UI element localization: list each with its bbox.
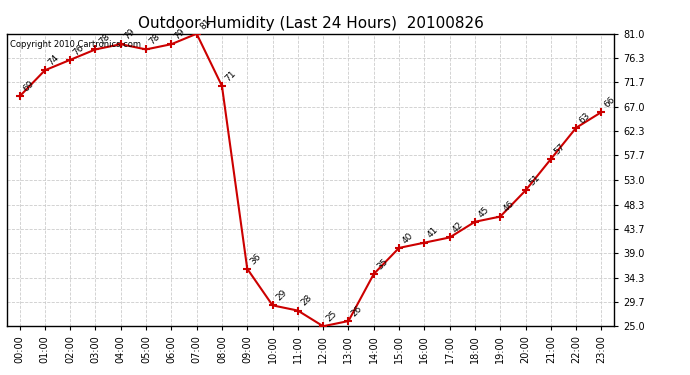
Text: Copyright 2010 Cartronics.com: Copyright 2010 Cartronics.com <box>10 40 141 49</box>
Text: 63: 63 <box>578 111 592 125</box>
Text: 40: 40 <box>400 231 415 245</box>
Text: 79: 79 <box>172 27 187 41</box>
Text: 51: 51 <box>527 173 542 188</box>
Text: 29: 29 <box>274 288 288 303</box>
Text: 81: 81 <box>198 16 213 31</box>
Text: 71: 71 <box>224 69 238 83</box>
Text: 36: 36 <box>248 252 263 266</box>
Text: 78: 78 <box>97 32 111 46</box>
Text: 69: 69 <box>21 79 35 94</box>
Text: 79: 79 <box>122 27 137 41</box>
Text: 46: 46 <box>502 200 516 214</box>
Text: 74: 74 <box>46 53 61 68</box>
Text: 35: 35 <box>375 257 390 271</box>
Title: Outdoor Humidity (Last 24 Hours)  20100826: Outdoor Humidity (Last 24 Hours) 2010082… <box>137 16 484 31</box>
Text: 26: 26 <box>350 304 364 318</box>
Text: 78: 78 <box>148 32 162 46</box>
Text: 76: 76 <box>72 43 86 57</box>
Text: 42: 42 <box>451 220 465 235</box>
Text: 25: 25 <box>324 309 339 324</box>
Text: 45: 45 <box>476 205 491 219</box>
Text: 66: 66 <box>603 95 618 110</box>
Text: 57: 57 <box>552 142 566 156</box>
Text: 41: 41 <box>426 225 440 240</box>
Text: 28: 28 <box>299 293 314 308</box>
